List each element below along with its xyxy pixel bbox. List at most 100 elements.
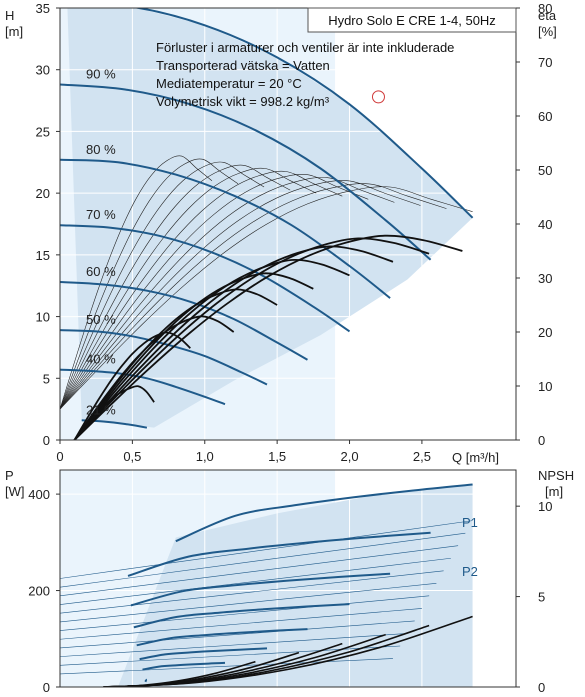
power-thin-3 [60,557,451,605]
power-thin-0 [60,520,473,579]
x-tick-label-0: 0 [56,449,63,464]
power-grid [60,470,516,687]
head-axis-ticks: 0 0,5 1,0 1,5 2,0 2,5 0 5 10 15 20 25 30 35 0 10 20 30 40 5… [36,1,553,464]
eta-thin-5 [60,170,343,410]
power-curve-7 [144,678,148,683]
power-thin-5 [60,583,437,623]
y-tick-label-6: 30 [36,63,50,78]
eta-curve-2 [73,245,394,440]
speed-label-1: 90 % [86,67,116,82]
speed-label-6: 40 % [86,352,116,367]
y-tick-label-5: 25 [36,124,50,139]
power-curve-0 [175,483,473,543]
power-thin-6 [60,595,430,631]
y2-tick-label-2: 20 [538,325,552,340]
speed-label-5: 50 % [86,312,116,327]
eta-thin-4 [60,167,317,410]
y-axis-unit-h: [m] [5,24,23,39]
x-tick-label-4: 2,0 [340,449,358,464]
speed-labels: 100 %90 %80 %70 %60 %50 %40 %21 % [86,67,116,418]
note-line-2: Transporterad vätska = Vatten [156,58,330,73]
speed-label-7: 21 % [86,402,116,417]
power-curve-5 [139,647,268,661]
y-tick-label-7: 35 [36,1,50,16]
y2-tick-label-3: 30 [538,271,552,286]
series-label-p1: P1 [462,515,478,530]
operating-point-marker [371,90,385,104]
power-curves [60,483,473,683]
title-box [307,7,517,33]
p-tick-label-1: 200 [28,584,50,599]
x-axis-label: Q [m³/h] [452,450,499,465]
y-axis-label-h: H [5,8,14,23]
y-tick-label-4: 20 [36,186,50,201]
y2-axis-unit-npsh: [m] [545,484,563,499]
chart-title: Hydro Solo E CRE 1-4, 50Hz [328,13,496,28]
head-curve-0 [133,8,474,219]
npsh-tick-label-0: 0 [538,680,545,695]
power-operating-area [60,470,473,687]
npsh-tick-label-2: 10 [538,499,552,514]
series-label-p2: P2 [462,564,478,579]
power-thin-1 [60,532,466,588]
dark-area-bottom [117,484,473,687]
power-thin-11 [60,658,393,675]
x-tick-label-2: 1,0 [196,449,214,464]
y2-axis-unit-eta: [%] [538,24,557,39]
speed-label-3: 70 % [86,207,116,222]
power-thin-4 [60,570,444,614]
y2-tick-label-7: 70 [538,55,552,70]
y2-tick-label-8: 80 [538,1,552,16]
eta-curve-6 [73,315,235,440]
head-curve-4 [60,281,309,361]
y2-tick-label-1: 10 [538,379,552,394]
eta-thin-2 [60,161,265,410]
x-tick-label-1: 0,5 [123,449,141,464]
eta-curve-5 [73,288,278,440]
dark-area [67,8,473,428]
y-tick-label-3: 15 [36,248,50,263]
y-tick-label-2: 10 [36,310,50,325]
eta-curves [73,234,463,440]
head-curve-6 [60,368,226,406]
head-grid [60,8,516,440]
p-tick-label-2: 400 [28,487,50,502]
y2-tick-label-6: 60 [538,109,552,124]
power-thin-9 [60,633,408,657]
y2-tick-label-4: 40 [538,217,552,232]
y2-axis-label-npsh: NPSH [538,468,574,483]
npsh-curves [103,615,473,687]
power-curve-6 [142,661,226,671]
power-thin-7 [60,608,422,640]
y2-tick-label-5: 50 [538,163,552,178]
npsh-tick-label-1: 5 [538,590,545,605]
y-tick-label-1: 5 [43,371,50,386]
eta-curve-1 [73,237,430,440]
head-curve-3 [60,224,351,333]
power-thin-2 [60,545,459,597]
p-tick-label-0: 0 [43,680,50,695]
y2-axis-label-eta: eta [538,8,557,23]
head-curve-1 [60,83,432,261]
speed-label-4: 60 % [86,264,116,279]
y-axis-label-p: P [5,468,14,483]
power-curve-2 [130,572,391,607]
x-tick-label-5: 2,5 [413,449,431,464]
eta-thin-6 [60,174,369,410]
power-thin-8 [60,620,415,649]
eta-thin-0 [60,155,213,410]
head-curve-2 [60,158,391,299]
eta-curve-7 [73,331,191,440]
x-tick-label-3: 1,5 [268,449,286,464]
y-tick-label-0: 0 [43,433,50,448]
note-line-4: Volymetrisk vikt = 998.2 kg/m³ [156,94,330,109]
power-curve-4 [136,628,308,647]
note-line-1: Förluster i armaturer och ventiler är in… [156,40,454,55]
npsh-curve-5 [103,660,256,687]
power-curve-1 [127,531,431,577]
y-axis-unit-p: [W] [5,484,25,499]
power-curve-3 [133,603,350,629]
power-axis-ticks: 0 200 400 0 5 10 [28,487,552,695]
